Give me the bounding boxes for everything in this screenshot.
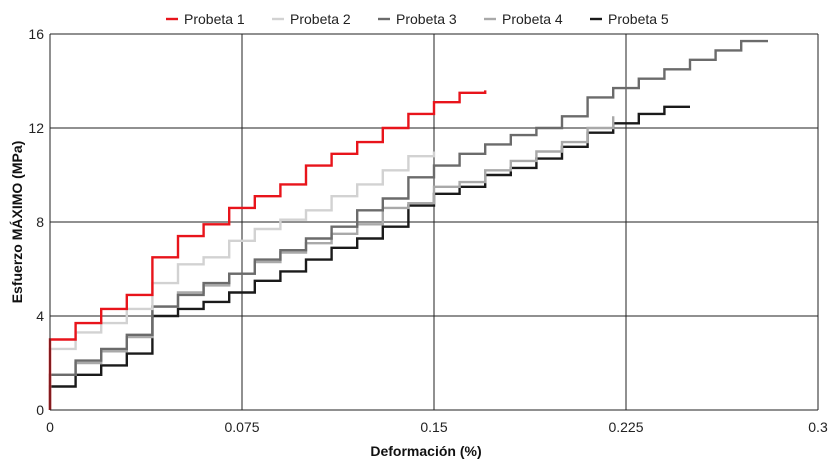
series-line-5 (48, 105, 690, 410)
grid (50, 33, 819, 410)
y-tick-label: 12 (28, 120, 44, 136)
y-tick-labels: 0 4 8 12 16 (28, 26, 44, 418)
legend-item-4: Probeta 4 (484, 11, 563, 27)
series-line-3 (48, 39, 768, 410)
legend-label: Probeta 4 (502, 11, 563, 27)
legend: Probeta 1 Probeta 2 Probeta 3 Probeta 4 Prob… (166, 11, 669, 27)
legend-item-1: Probeta 1 (166, 11, 245, 27)
x-axis-title: Deformación (%) (370, 443, 481, 459)
x-tick-label: 0 (46, 419, 54, 435)
legend-label: Probeta 1 (184, 11, 245, 27)
y-axis-title: Esfuerzo MÁXIMO (MPa) (9, 141, 25, 304)
legend-label: Probeta 2 (290, 11, 351, 27)
y-tick-label: 16 (28, 26, 44, 42)
series-line-1 (48, 90, 487, 410)
series-layer (48, 39, 768, 410)
x-tick-label: 0.3 (808, 419, 828, 435)
series-line-2 (48, 151, 436, 410)
legend-label: Probeta 3 (396, 11, 457, 27)
legend-item-2: Probeta 2 (272, 11, 351, 27)
legend-item-5: Probeta 5 (590, 11, 669, 27)
y-tick-label: 8 (36, 214, 44, 230)
axes (49, 34, 818, 411)
legend-label: Probeta 5 (608, 11, 669, 27)
x-tick-label: 0.15 (420, 419, 447, 435)
y-tick-label: 4 (36, 308, 44, 324)
x-tick-label: 0.075 (224, 419, 259, 435)
x-tick-labels: 0 0.075 0.15 0.225 0.3 (46, 419, 828, 435)
x-tick-label: 0.225 (608, 419, 643, 435)
y-tick-label: 0 (36, 402, 44, 418)
legend-item-3: Probeta 3 (378, 11, 457, 27)
